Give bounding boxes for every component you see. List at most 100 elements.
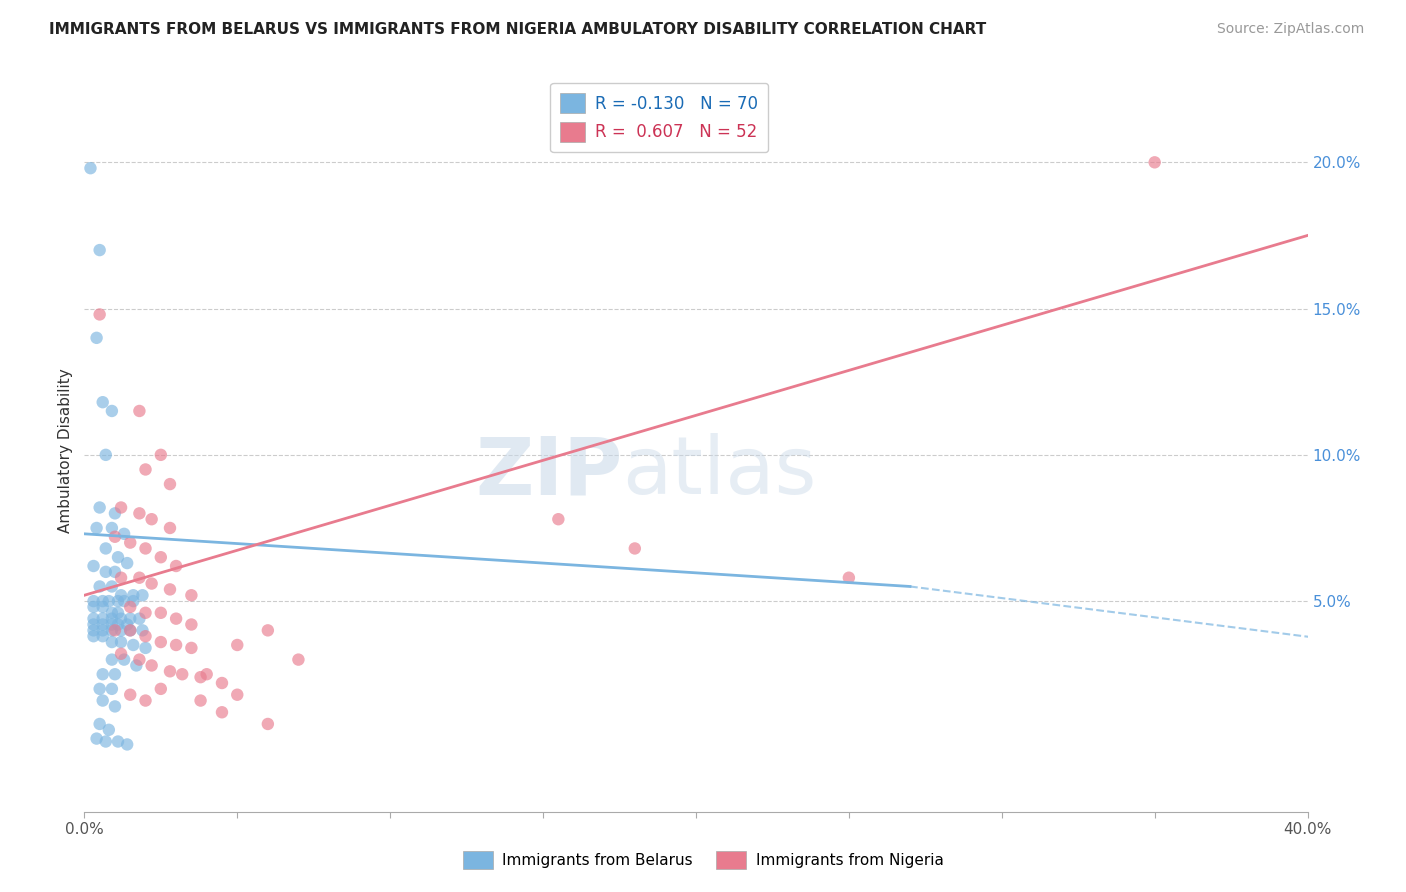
Point [107, 550, 129, 565]
Point [122, 638, 145, 652]
Point [190, 670, 212, 684]
Text: ZIP: ZIP [475, 434, 623, 511]
Point [159, 521, 181, 535]
Point [91, 624, 114, 638]
Point [110, 588, 132, 602]
Point [122, 594, 145, 608]
Point [89, 717, 111, 731]
Point [257, 624, 280, 638]
Point [257, 717, 280, 731]
Legend: R = -0.130   N = 70, R =  0.607   N = 52: R = -0.130 N = 70, R = 0.607 N = 52 [550, 83, 768, 152]
Point [83, 617, 105, 632]
Point [89, 681, 111, 696]
Point [83, 624, 105, 638]
Point [141, 576, 163, 591]
Point [101, 624, 124, 638]
Point [107, 606, 129, 620]
Point [120, 612, 142, 626]
Point [159, 477, 181, 491]
Point [135, 462, 157, 476]
Point [226, 638, 249, 652]
Point [101, 404, 124, 418]
Point [112, 652, 135, 666]
Point [110, 624, 132, 638]
Point [131, 588, 153, 602]
Y-axis label: Ambulatory Disability: Ambulatory Disability [58, 368, 73, 533]
Point [128, 507, 150, 521]
Point [101, 617, 124, 632]
Point [135, 640, 157, 655]
Point [115, 617, 138, 632]
Point [180, 640, 202, 655]
Point [141, 512, 163, 526]
Point [135, 606, 157, 620]
Point [128, 652, 150, 666]
Point [110, 571, 132, 585]
Point [112, 526, 135, 541]
Point [180, 617, 202, 632]
Point [120, 599, 142, 614]
Point [195, 667, 218, 681]
Point [89, 579, 111, 593]
Point [1143, 155, 1166, 169]
Point [624, 541, 647, 556]
Point [131, 624, 153, 638]
Point [83, 629, 105, 643]
Point [107, 617, 129, 632]
Point [101, 652, 124, 666]
Point [104, 699, 127, 714]
Point [287, 652, 309, 666]
Point [91, 594, 114, 608]
Point [91, 693, 114, 707]
Point [120, 624, 142, 638]
Point [107, 734, 129, 748]
Point [159, 582, 181, 597]
Point [101, 606, 124, 620]
Point [172, 667, 194, 681]
Point [110, 500, 132, 515]
Point [83, 599, 105, 614]
Point [89, 308, 111, 322]
Point [165, 612, 187, 626]
Point [104, 507, 127, 521]
Point [120, 688, 142, 702]
Point [97, 594, 120, 608]
Point [79, 161, 101, 176]
Point [83, 559, 105, 574]
Point [190, 693, 212, 707]
Point [94, 448, 117, 462]
Point [104, 565, 127, 579]
Point [101, 612, 124, 626]
Point [128, 404, 150, 418]
Point [86, 731, 108, 746]
Point [122, 588, 145, 602]
Point [547, 512, 569, 526]
Text: IMMIGRANTS FROM BELARUS VS IMMIGRANTS FROM NIGERIA AMBULATORY DISABILITY CORRELA: IMMIGRANTS FROM BELARUS VS IMMIGRANTS FR… [49, 22, 987, 37]
Point [135, 541, 157, 556]
Point [83, 612, 105, 626]
Point [91, 617, 114, 632]
Point [110, 612, 132, 626]
Point [165, 638, 187, 652]
Legend: Immigrants from Belarus, Immigrants from Nigeria: Immigrants from Belarus, Immigrants from… [457, 845, 949, 875]
Point [94, 565, 117, 579]
Point [115, 738, 138, 752]
Point [91, 395, 114, 409]
Point [135, 693, 157, 707]
Point [91, 612, 114, 626]
Point [83, 594, 105, 608]
Point [94, 734, 117, 748]
Point [89, 500, 111, 515]
Point [149, 681, 172, 696]
Text: Source: ZipAtlas.com: Source: ZipAtlas.com [1216, 22, 1364, 37]
Point [104, 624, 127, 638]
Point [91, 667, 114, 681]
Point [110, 635, 132, 649]
Point [125, 658, 148, 673]
Text: atlas: atlas [623, 434, 817, 511]
Point [180, 588, 202, 602]
Point [128, 571, 150, 585]
Point [91, 599, 114, 614]
Point [149, 550, 172, 565]
Point [86, 331, 108, 345]
